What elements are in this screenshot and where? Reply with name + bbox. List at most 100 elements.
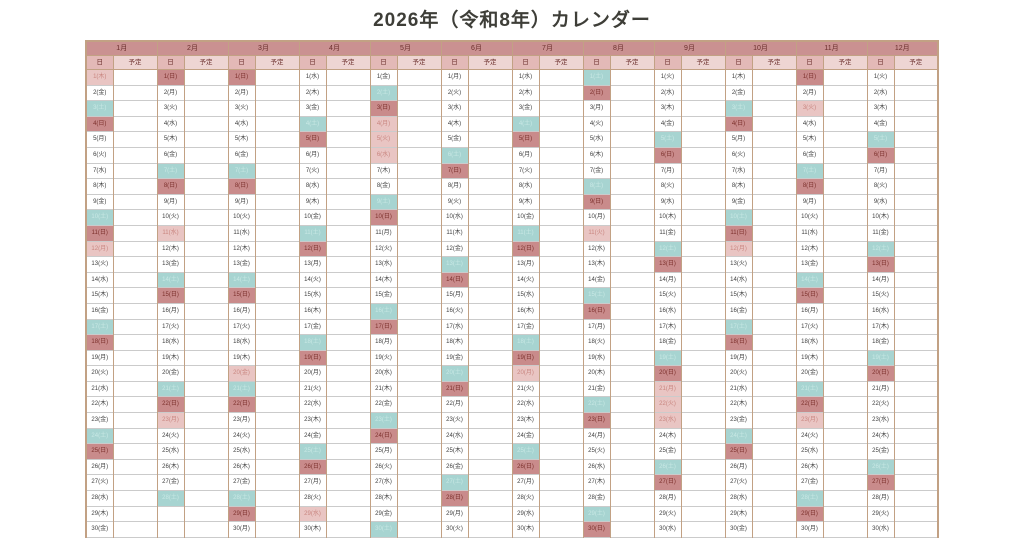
- day-cell: 28(木): [369, 490, 397, 507]
- day-column-header: 日: [866, 55, 894, 70]
- plan-cell: [609, 505, 654, 522]
- plan-cell: [609, 334, 654, 351]
- plan-cell: [254, 256, 299, 273]
- day-cell: 28(土): [795, 490, 823, 507]
- day-cell: 13(日): [653, 256, 681, 273]
- calendar-row-22: 22(木) 22(日) 22(日) 22(水) 22(金) 22(月) 22(水) 22(土)…: [85, 396, 938, 413]
- day-cell: 9(金): [724, 193, 752, 210]
- day-cell: 6(金): [227, 146, 255, 164]
- plan-cell: [467, 365, 512, 382]
- day-cell: 2(水): [653, 84, 681, 101]
- day-cell: 5(木): [156, 131, 184, 148]
- calendar-row-19: 19(月) 19(木) 19(木) 19(日) 19(火) 19(金) 19(日) 19(水)…: [85, 349, 938, 366]
- day-cell: 17(月): [582, 318, 610, 335]
- plan-cell: [254, 490, 299, 507]
- day-cell: 16(月): [156, 302, 184, 319]
- day-cell: 1(火): [653, 69, 681, 86]
- day-cell: 15(木): [724, 287, 752, 304]
- plan-cell: [751, 84, 796, 101]
- day-cell: 9(月): [795, 193, 823, 210]
- plan-cell: [822, 209, 867, 226]
- day-cell: 26(日): [511, 458, 539, 475]
- plan-cell: [183, 193, 228, 210]
- day-cell: 9(水): [653, 193, 681, 210]
- day-cell: 14(水): [724, 271, 752, 288]
- plan-cell: [396, 178, 441, 195]
- day-cell: 9(日): [582, 193, 610, 210]
- day-cell: 2(木): [511, 84, 539, 101]
- day-cell: 30(水): [866, 521, 894, 538]
- calendar-row-30: 30(金) 30(月) 30(木) 30(土) 30(火) 30(木) 30(日) 30(水)…: [85, 521, 938, 538]
- plan-cell: [254, 115, 299, 132]
- day-cell: 13(月): [298, 256, 326, 273]
- plan-cell: [112, 240, 157, 257]
- day-cell: 7(火): [511, 162, 539, 179]
- plan-cell: [893, 84, 938, 101]
- plan-cell: [680, 84, 725, 101]
- plan-cell: [254, 334, 299, 351]
- plan-cell: [893, 365, 938, 382]
- plan-cell: [893, 380, 938, 397]
- calendar-row-1: 1(木) 1(日) 1(日) 1(水) 1(金) 1(月) 1(水) 1(土) 1(火) 1(木)…: [85, 69, 938, 86]
- plan-cell: [538, 115, 583, 132]
- month-header-4: 4月: [298, 41, 370, 56]
- plan-cell: [183, 474, 228, 491]
- day-cell: 17(水): [440, 318, 468, 335]
- plan-cell: [396, 412, 441, 429]
- plan-cell: [538, 302, 583, 319]
- day-cell: 20(日): [866, 365, 894, 382]
- day-cell: 26(水): [582, 458, 610, 475]
- plan-cell: [183, 178, 228, 195]
- day-cell: 21(月): [653, 380, 681, 397]
- plan-cell: [680, 100, 725, 117]
- day-column-header: 日: [227, 55, 255, 70]
- day-cell: 18(土): [298, 334, 326, 351]
- calendar-row-4: 4(日) 4(水) 4(水) 4(土) 4(月) 4(木) 4(土) 4(火) 4(金) 4(日)…: [85, 115, 938, 132]
- plan-cell: [538, 490, 583, 507]
- plan-cell: [112, 334, 157, 351]
- plan-cell: [183, 271, 228, 288]
- day-cell: 29(火): [653, 505, 681, 522]
- day-cell: 22(木): [724, 396, 752, 413]
- plan-cell: [680, 240, 725, 257]
- calendar-row-16: 16(金) 16(月) 16(月) 16(木) 16(土) 16(火) 16(木) 16(日)…: [85, 302, 938, 319]
- plan-cell: [467, 193, 512, 210]
- day-cell: 25(水): [795, 443, 823, 460]
- plan-cell: [112, 84, 157, 101]
- plan-cell: [609, 458, 654, 475]
- plan-cell: [751, 178, 796, 195]
- plan-cell: [893, 334, 938, 351]
- plan-cell: [751, 380, 796, 397]
- page-title: 2026年（令和8年）カレンダー: [373, 10, 651, 31]
- plan-cell: [609, 490, 654, 507]
- day-cell: 1(火): [866, 69, 894, 86]
- plan-cell: [325, 443, 370, 460]
- plan-cell: [467, 302, 512, 319]
- day-cell: 4(日): [85, 115, 113, 132]
- plan-cell: [467, 84, 512, 101]
- day-cell: 27(土): [440, 474, 468, 491]
- day-column-header: 日: [511, 55, 539, 70]
- calendar-row-7: 7(水) 7(土) 7(土) 7(火) 7(木) 7(日) 7(火) 7(金) 7(月) 7(水)…: [85, 162, 938, 179]
- day-cell: 21(月): [866, 380, 894, 397]
- plan-cell: [325, 505, 370, 522]
- day-cell: 11(土): [511, 224, 539, 242]
- day-cell: 14(日): [440, 271, 468, 288]
- day-cell: 26(月): [85, 458, 113, 475]
- day-cell: 20(木): [582, 365, 610, 382]
- plan-cell: [609, 193, 654, 210]
- day-cell: 25(月): [369, 443, 397, 460]
- plan-cell: [325, 474, 370, 491]
- day-cell: 29(日): [227, 505, 255, 522]
- day-cell: 26(木): [227, 458, 255, 475]
- day-cell: 18(火): [582, 334, 610, 351]
- day-cell: 29(水): [511, 505, 539, 522]
- plan-cell: [538, 69, 583, 86]
- day-cell: 20(月): [298, 365, 326, 382]
- day-cell: 21(水): [85, 380, 113, 397]
- day-cell: 20(月): [511, 365, 539, 382]
- plan-cell: [183, 318, 228, 335]
- plan-cell: [893, 209, 938, 226]
- day-cell: 3(金): [298, 100, 326, 117]
- plan-cell: [609, 146, 654, 164]
